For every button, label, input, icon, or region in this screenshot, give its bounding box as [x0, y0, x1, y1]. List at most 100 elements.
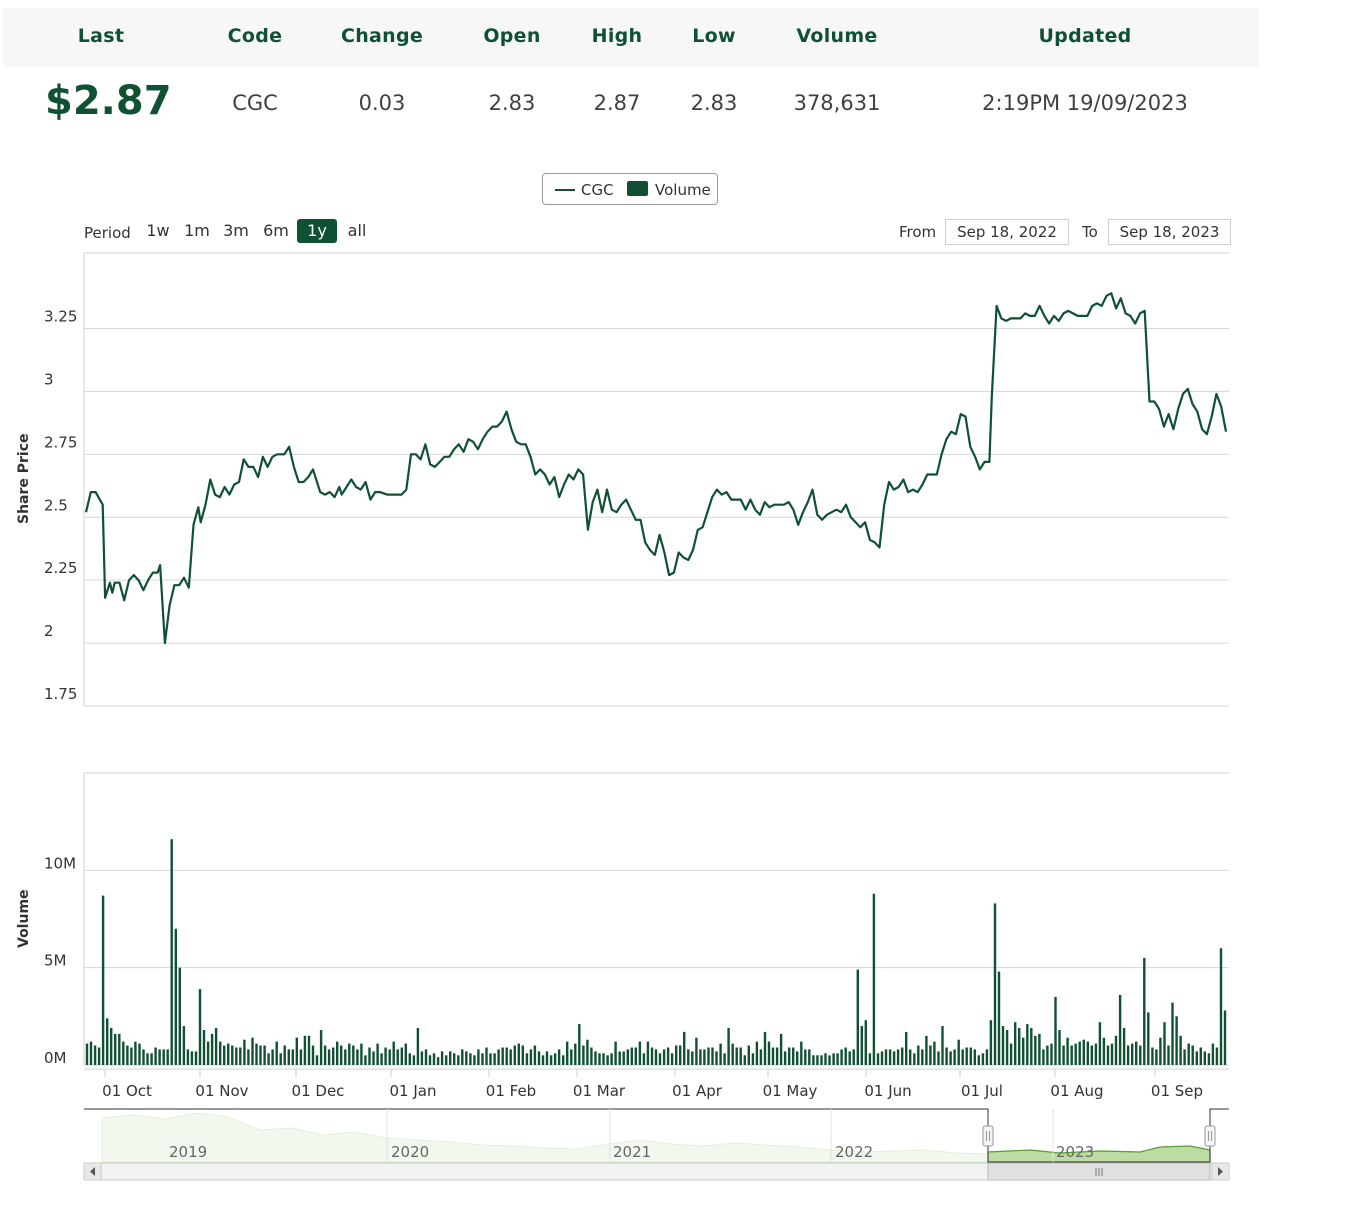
navigator-year-label: 2022 [835, 1143, 873, 1161]
volume-bar [699, 1049, 702, 1065]
volume-bar [578, 1024, 581, 1065]
volume-bar [1050, 1043, 1053, 1065]
volume-bar [792, 1047, 795, 1065]
volume-bar [820, 1055, 823, 1065]
volume-bar [840, 1049, 843, 1065]
period-3m-button[interactable]: 3m [223, 221, 249, 240]
volume-bar [905, 1031, 908, 1065]
volume-bar [731, 1043, 734, 1065]
volume-bar [703, 1049, 706, 1065]
volume-bar [1126, 1045, 1130, 1065]
period-1m-button[interactable]: 1m [184, 221, 210, 240]
volume-bar [590, 1047, 593, 1065]
x-tick-label: 01 Feb [486, 1082, 536, 1100]
volume-bar [525, 1053, 529, 1065]
volume-bar [126, 1045, 129, 1065]
volume-bar [755, 1041, 759, 1065]
volume-bar [388, 1049, 391, 1065]
volume-bar [174, 928, 177, 1065]
volume-bar [913, 1053, 916, 1065]
volume-bar [711, 1047, 714, 1065]
volume-bar [679, 1045, 682, 1065]
header-volume: Volume [796, 25, 878, 47]
volume-bar [909, 1049, 912, 1065]
volume-bar [969, 1047, 972, 1065]
volume-bar [465, 1051, 468, 1065]
legend-volume[interactable]: Volume [655, 181, 711, 199]
volume-bar [150, 1053, 153, 1065]
legend-cgc[interactable]: CGC [581, 181, 614, 199]
period-all-button[interactable]: all [347, 221, 367, 240]
volume-bar [687, 1049, 690, 1065]
volume-bar [1042, 1049, 1045, 1065]
navigator-year-label: 2021 [613, 1143, 651, 1161]
volume-bar [921, 1049, 924, 1065]
volume-bar [888, 1049, 892, 1065]
updated-value: 2:19PM 19/09/2023 [982, 91, 1188, 115]
period-label: Period [84, 224, 131, 242]
volume-bar [965, 1047, 968, 1065]
chart-legend: CGC Volume [542, 173, 718, 205]
volume-bar [194, 1051, 198, 1065]
volume-bar [779, 1033, 783, 1065]
volume-bar [1082, 1039, 1085, 1065]
volume-bar [521, 1045, 524, 1065]
volume-bar [1094, 1043, 1098, 1065]
volume-bar [985, 1049, 989, 1065]
volume-bar [122, 1041, 125, 1065]
volume-bar [856, 969, 859, 1065]
volume-bar [658, 1053, 662, 1065]
volume-bar [783, 1051, 787, 1065]
volume-bar [606, 1055, 609, 1065]
volume-bar [206, 1041, 210, 1065]
volume-bar [352, 1045, 355, 1065]
volume-bar [751, 1053, 755, 1065]
volume-bar [1014, 1022, 1017, 1065]
x-tick-label: 01 Jun [864, 1082, 911, 1100]
volume-bar [420, 1051, 424, 1065]
change-value: 0.03 [358, 91, 406, 115]
period-6m-button[interactable]: 6m [263, 221, 289, 240]
volume-bar [404, 1043, 407, 1065]
volume-bar [1005, 1030, 1009, 1065]
volume-bar [513, 1045, 516, 1065]
volume-bar [1110, 1043, 1114, 1065]
volume-bar [759, 1049, 763, 1065]
volume-bar [485, 1047, 488, 1065]
volume-bar [670, 1053, 674, 1065]
volume-bar [977, 1055, 980, 1065]
volume-bar [412, 1055, 416, 1065]
period-1w-button[interactable]: 1w [146, 221, 170, 240]
volume-bar [182, 1026, 186, 1065]
navigator-right-handle[interactable] [1204, 1125, 1216, 1147]
volume-bar [1215, 1047, 1219, 1065]
volume-bar [416, 1028, 420, 1065]
volume-bar [683, 1031, 686, 1065]
volume-bar [957, 1039, 960, 1065]
navigator-left-handle[interactable] [982, 1125, 994, 1147]
volume-bar [440, 1051, 444, 1065]
volume-bar [626, 1049, 629, 1065]
volume-bar [1018, 1028, 1021, 1065]
from-date-input[interactable]: Sep 18, 2022 [945, 219, 1069, 245]
volume-bar [876, 1053, 880, 1065]
volume-bar [1030, 1028, 1033, 1065]
period-1y-button[interactable]: 1y [297, 219, 337, 243]
volume-bar [1118, 994, 1122, 1065]
price-y-tick-label: 3.25 [44, 308, 77, 326]
volume-bar [235, 1047, 238, 1065]
volume-bar [307, 1035, 311, 1065]
volume-bar [812, 1055, 815, 1065]
volume-bar [146, 1053, 149, 1065]
volume-bar [1203, 1051, 1206, 1065]
volume-bar [1026, 1024, 1029, 1065]
to-date-input[interactable]: Sep 18, 2023 [1108, 219, 1231, 245]
volume-bar [110, 1028, 113, 1065]
volume-bar [836, 1053, 839, 1065]
volume-bar [327, 1049, 331, 1065]
volume-bar [917, 1045, 920, 1065]
volume-value: 378,631 [793, 91, 881, 115]
volume-bar [251, 1037, 254, 1065]
volume-bar [973, 1049, 976, 1065]
volume-bar [1054, 996, 1057, 1065]
